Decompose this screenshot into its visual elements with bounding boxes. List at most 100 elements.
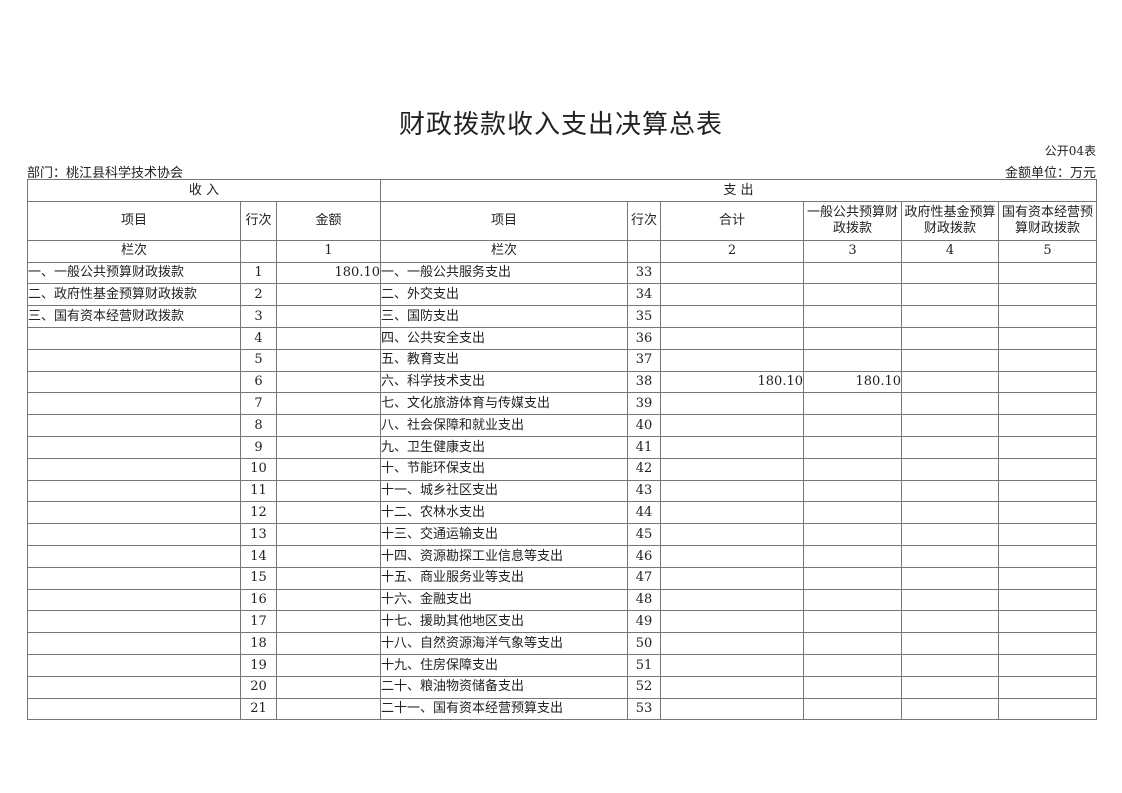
- empty-cell: [240, 239, 277, 263]
- state-capital-amount-cell: [998, 697, 1097, 721]
- gov-fund-amount-cell: [901, 479, 999, 503]
- column-index-row: 栏次 1 栏次 2 3 4 5: [27, 239, 1097, 263]
- expense-item-header: 项目: [380, 200, 628, 241]
- general-budget-amount-cell: [803, 283, 902, 307]
- col-index-3: 3: [803, 239, 902, 263]
- total-amount-cell: [660, 348, 804, 372]
- expense-item-cell: 十三、交通运输支出: [380, 523, 628, 546]
- total-amount-cell: 180.10: [660, 370, 804, 394]
- state-capital-amount-cell: [998, 370, 1097, 394]
- expense-row-no-cell: 47: [627, 566, 661, 590]
- total-amount-cell: [660, 414, 804, 437]
- general-budget-amount-cell: [803, 457, 902, 481]
- table-row: 21 二十一、国有资本经营预算支出 53: [27, 697, 1097, 721]
- expense-item-cell: 七、文化旅游体育与传媒支出: [380, 392, 628, 416]
- total-amount-cell: [660, 283, 804, 307]
- income-amount-cell: [276, 348, 381, 372]
- state-capital-amount-cell: [998, 588, 1097, 612]
- state-capital-amount-cell: [998, 566, 1097, 590]
- income-row-no-cell: 19: [240, 653, 277, 677]
- total-amount-cell: [660, 457, 804, 481]
- table-row: 9 九、卫生健康支出 41: [27, 435, 1097, 459]
- income-amount-cell: [276, 392, 381, 416]
- gov-fund-amount-cell: [901, 697, 999, 721]
- expense-row-no-cell: 38: [627, 370, 661, 394]
- general-budget-amount-cell: [803, 675, 902, 699]
- state-capital-header: 国有资本经营预算财政拨款: [998, 200, 1097, 241]
- gov-fund-amount-cell: [901, 457, 999, 481]
- income-item-cell: [27, 544, 241, 568]
- general-budget-amount-cell: [803, 261, 902, 285]
- income-row-no-cell: 7: [240, 392, 277, 416]
- gov-fund-amount-cell: [901, 326, 999, 350]
- table-row: 4 四、公共安全支出 36: [27, 326, 1097, 350]
- column-header-row: 项目 行次 金额 项目 行次 合计 一般公共预算财政拨款 政府性基金预算财政拨款…: [27, 200, 1097, 241]
- gov-fund-amount-cell: [901, 610, 999, 634]
- expense-row-no-cell: 46: [627, 544, 661, 568]
- state-capital-amount-cell: [998, 501, 1097, 525]
- gov-fund-amount-cell: [901, 392, 999, 416]
- income-item-cell: 一、一般公共预算财政拨款: [27, 261, 241, 285]
- income-amount-cell: [276, 697, 381, 721]
- expense-item-cell: 十一、城乡社区支出: [380, 479, 628, 503]
- table-row: 12 十二、农林水支出 44: [27, 501, 1097, 525]
- expense-item-cell: 十四、资源勘探工业信息等支出: [380, 544, 628, 568]
- state-capital-amount-cell: [998, 479, 1097, 503]
- total-amount-cell: [660, 479, 804, 503]
- general-budget-amount-cell: [803, 653, 902, 677]
- expense-row-no-cell: 49: [627, 610, 661, 634]
- gov-fund-amount-cell: [901, 632, 999, 655]
- table-row: 7 七、文化旅游体育与传媒支出 39: [27, 392, 1097, 416]
- general-budget-amount-cell: [803, 632, 902, 655]
- gov-fund-amount-cell: [901, 370, 999, 394]
- income-row-no-cell: 4: [240, 326, 277, 350]
- expense-row-no-cell: 43: [627, 479, 661, 503]
- general-budget-amount-cell: [803, 305, 902, 328]
- table-row: 8 八、社会保障和就业支出 40: [27, 414, 1097, 437]
- income-amount-cell: [276, 326, 381, 350]
- income-row-no-cell: 11: [240, 479, 277, 503]
- expense-header: 支 出: [380, 179, 1097, 202]
- income-amount-cell: [276, 653, 381, 677]
- income-row-no-cell: 15: [240, 566, 277, 590]
- state-capital-amount-cell: [998, 261, 1097, 285]
- gov-fund-amount-cell: [901, 305, 999, 328]
- state-capital-amount-cell: [998, 435, 1097, 459]
- state-capital-amount-cell: [998, 348, 1097, 372]
- state-capital-amount-cell: [998, 457, 1097, 481]
- income-item-cell: [27, 435, 241, 459]
- column-label: 栏次: [380, 239, 628, 263]
- state-capital-amount-cell: [998, 283, 1097, 307]
- income-item-cell: [27, 566, 241, 590]
- expense-row-no-cell: 40: [627, 414, 661, 437]
- income-amount-cell: [276, 675, 381, 699]
- income-row-no-cell: 9: [240, 435, 277, 459]
- income-row-no-cell: 8: [240, 414, 277, 437]
- general-budget-header: 一般公共预算财政拨款: [803, 200, 902, 241]
- total-amount-cell: [660, 544, 804, 568]
- col-index-5: 5: [998, 239, 1097, 263]
- income-amount-cell: [276, 588, 381, 612]
- expense-row-no-cell: 37: [627, 348, 661, 372]
- general-budget-amount-cell: [803, 435, 902, 459]
- income-item-cell: 二、政府性基金预算财政拨款: [27, 283, 241, 307]
- income-row-no-cell: 10: [240, 457, 277, 481]
- income-item-cell: [27, 653, 241, 677]
- income-amount-cell: [276, 544, 381, 568]
- col-index-1: 1: [276, 239, 381, 263]
- general-budget-amount-cell: [803, 414, 902, 437]
- total-amount-cell: [660, 632, 804, 655]
- expense-item-cell: 四、公共安全支出: [380, 326, 628, 350]
- expense-item-cell: 十九、住房保障支出: [380, 653, 628, 677]
- income-amount-cell: [276, 610, 381, 634]
- income-row-no-cell: 2: [240, 283, 277, 307]
- page-title: 财政拨款收入支出决算总表: [398, 110, 723, 140]
- table-row: 5 五、教育支出 37: [27, 348, 1097, 372]
- department-label: 部门：桃江县科学技术协会: [27, 166, 184, 181]
- total-amount-cell: [660, 261, 804, 285]
- income-amount-cell: [276, 501, 381, 525]
- gov-fund-amount-cell: [901, 261, 999, 285]
- income-amount-cell: [276, 305, 381, 328]
- expense-item-cell: 十五、商业服务业等支出: [380, 566, 628, 590]
- income-amount-cell: [276, 566, 381, 590]
